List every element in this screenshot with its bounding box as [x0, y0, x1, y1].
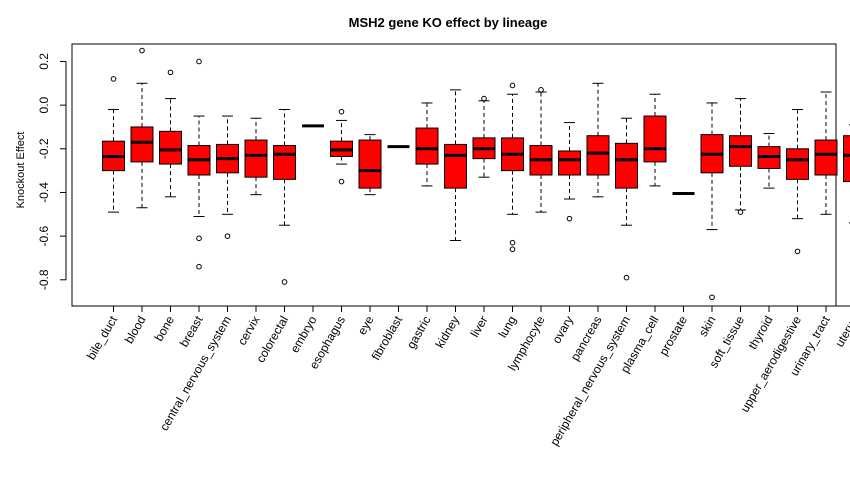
box-lung — [501, 82, 524, 253]
iqr-box — [586, 135, 610, 176]
outlier-point — [566, 215, 573, 222]
box-soft-tissue — [729, 98, 752, 215]
outlier-point — [281, 279, 288, 285]
outlier-point — [509, 239, 516, 246]
x-tick-label: bile_duct — [84, 313, 120, 362]
outlier-point — [623, 274, 630, 281]
iqr-box — [729, 135, 752, 167]
y-tick-label: -0.4 — [37, 182, 51, 203]
x-tick-label: prostate — [656, 313, 690, 358]
iqr-box — [273, 145, 296, 180]
x-tick-label: ovary — [549, 314, 576, 346]
chart-title: MSH2 gene KO effect by lineage — [349, 15, 548, 30]
box-central-nervous-system — [216, 115, 239, 239]
x-tick-label: thyroid — [745, 314, 775, 352]
x-axis: bile_duct blood bone breastcentral_nervous_… — [84, 305, 850, 448]
box-plasma-cell — [643, 93, 667, 187]
iqr-box — [643, 115, 667, 163]
x-tick-label: kidney — [433, 314, 462, 351]
outlier-point — [110, 76, 117, 82]
outlier-point — [538, 87, 544, 93]
box-skin — [700, 102, 724, 301]
outlier-point — [338, 178, 345, 185]
box-thyroid — [757, 133, 781, 189]
box-cervix — [244, 117, 268, 196]
iqr-box — [843, 135, 850, 183]
box-upper-aerodigestive — [786, 109, 809, 255]
outlier-point — [139, 47, 145, 54]
outlier-point — [167, 69, 174, 76]
iqr-box — [415, 127, 439, 165]
box-urinary-tract — [814, 91, 838, 215]
x-tick-label: cervix — [235, 314, 263, 348]
outlier-point — [224, 233, 231, 239]
x-tick-label: breast — [177, 313, 206, 349]
box-colorectal — [273, 109, 296, 285]
box-peripheral-nervous-system — [615, 117, 638, 281]
box-series — [102, 47, 850, 301]
y-axis-label: Knockout Effect — [15, 132, 27, 209]
box-bone — [159, 69, 182, 198]
x-tick-label: blood — [122, 314, 149, 346]
iqr-box — [130, 126, 154, 163]
box-blood — [130, 47, 154, 209]
x-tick-label: skin — [696, 314, 719, 339]
outlier-point — [196, 235, 202, 242]
box-kidney — [444, 89, 467, 241]
iqr-box — [615, 142, 638, 189]
box-breast — [187, 58, 211, 270]
outlier-point — [737, 209, 744, 215]
y-tick-label: 0.2 — [37, 53, 51, 70]
iqr-box — [814, 139, 838, 176]
outlier-point — [509, 82, 516, 89]
x-tick-label: gastric — [404, 314, 434, 352]
outlier-point — [509, 246, 516, 253]
y-tick-label: -0.2 — [37, 138, 51, 159]
iqr-box — [244, 139, 268, 178]
box-esophagus — [330, 108, 353, 185]
x-tick-label: uterus — [832, 314, 850, 350]
box-bile-duct — [102, 76, 125, 213]
outlier-point — [794, 248, 801, 255]
x-tick-label: eye — [355, 313, 377, 337]
outlier-point — [196, 263, 202, 270]
iqr-box — [159, 130, 182, 165]
y-axis: 0.2 0.0 -0.2 -0.4 -0.6 -0.8 — [37, 53, 67, 290]
box-uterus — [843, 124, 850, 224]
outlier-point — [196, 58, 202, 65]
x-tick-label: bone — [152, 313, 178, 343]
x-tick-label: lung — [496, 314, 519, 341]
box-pancreas — [586, 82, 610, 198]
outlier-point — [338, 108, 345, 115]
box-lymphocyte — [529, 87, 553, 213]
box-gastric — [415, 102, 439, 187]
box-liver — [472, 95, 496, 178]
y-tick-label: -0.6 — [37, 225, 51, 246]
box-ovary — [558, 122, 581, 222]
y-tick-label: -0.8 — [37, 269, 51, 290]
outlier-point — [481, 95, 487, 102]
outlier-point — [709, 294, 715, 301]
iqr-box — [358, 139, 382, 189]
iqr-box — [558, 150, 581, 176]
x-tick-label: liver — [467, 314, 490, 340]
iqr-box — [786, 148, 809, 180]
iqr-box — [444, 143, 467, 189]
box-eye — [358, 134, 382, 196]
y-tick-label: 0.0 — [37, 96, 51, 113]
